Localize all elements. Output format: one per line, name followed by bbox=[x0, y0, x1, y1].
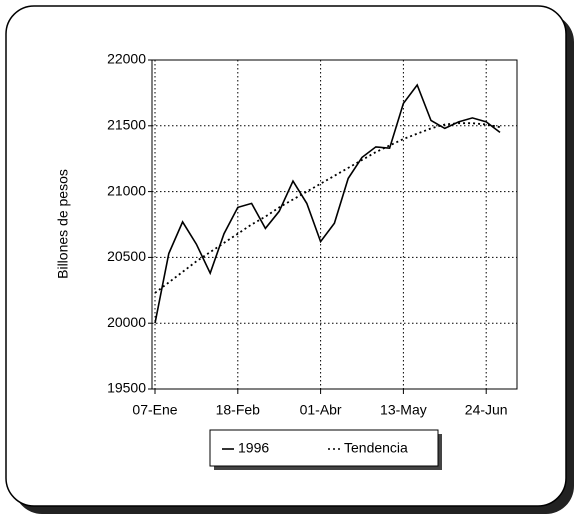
y-tick-label: 22000 bbox=[107, 51, 146, 67]
x-tick-label: 13-May bbox=[380, 402, 427, 418]
legend-box bbox=[209, 429, 439, 467]
x-tick-label: 18-Feb bbox=[216, 402, 261, 418]
x-tick-label: 01-Abr bbox=[300, 402, 342, 418]
x-tick-label: 07-Ene bbox=[132, 402, 177, 418]
series-line bbox=[154, 83, 501, 324]
y-tick-label: 19500 bbox=[107, 380, 146, 396]
legend-label: Tendencia bbox=[344, 440, 408, 456]
y-tick-label: 21000 bbox=[107, 182, 146, 198]
y-tick-label: 20000 bbox=[107, 314, 146, 330]
x-tick-label: 24-Jun bbox=[465, 402, 508, 418]
legend: 1996 Tendencia bbox=[209, 429, 442, 470]
y-axis-label: Billones de pesos bbox=[55, 169, 71, 279]
y-tick-label: 21500 bbox=[107, 117, 146, 133]
plot-area bbox=[151, 59, 518, 390]
series-line bbox=[154, 122, 501, 294]
legend-label: 1996 bbox=[238, 440, 269, 456]
y-tick-label: 20500 bbox=[107, 248, 146, 264]
